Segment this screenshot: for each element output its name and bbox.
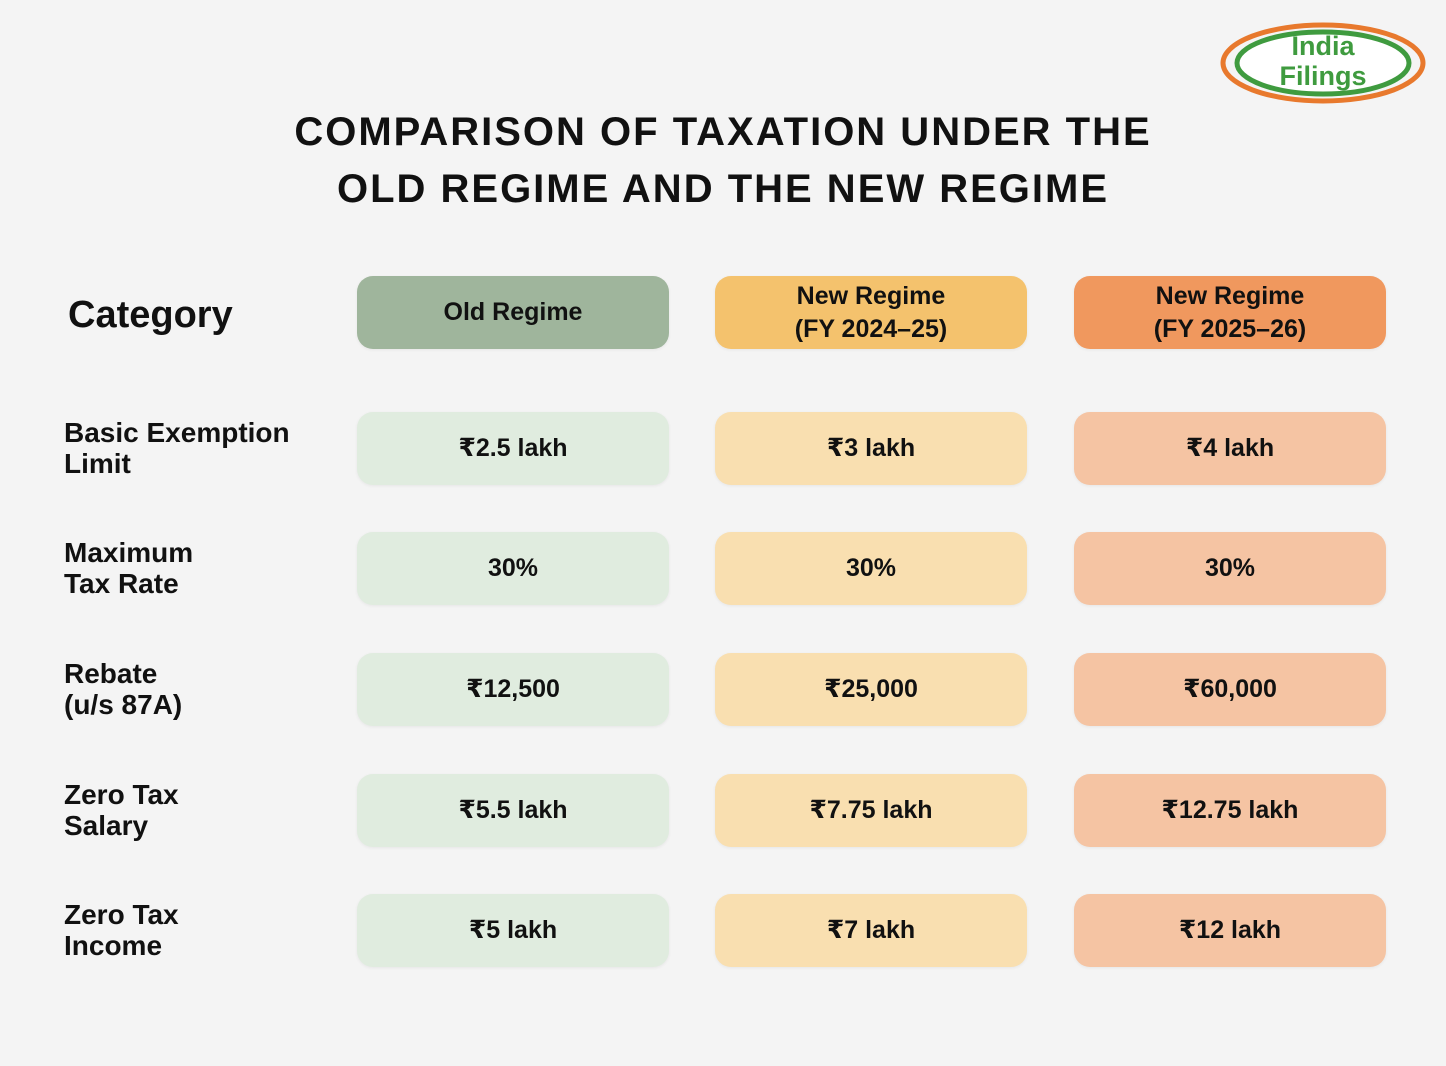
- text-line: Rebate: [64, 657, 158, 689]
- row-label: Zero Tax Income: [64, 890, 344, 970]
- column-header: New Regime (FY 2025–26): [1074, 276, 1386, 349]
- value-cell: ₹4 lakh: [1074, 412, 1386, 485]
- category-header: Category: [68, 276, 233, 354]
- title-line: COMPARISON OF TAXATION UNDER THE: [294, 110, 1152, 154]
- value-cell: ₹5.5 lakh: [357, 774, 669, 847]
- title-line: OLD REGIME AND THE NEW REGIME: [336, 167, 1110, 211]
- text-line: Category: [68, 293, 233, 336]
- text-line: Maximum: [64, 536, 194, 568]
- text-line: Old Regime: [443, 298, 583, 327]
- value-cell: ₹60,000: [1074, 653, 1386, 726]
- row-label: Rebate (u/s 87A): [64, 649, 344, 729]
- value-cell: ₹7.75 lakh: [715, 774, 1027, 847]
- value-cell: ₹12 lakh: [1074, 894, 1386, 967]
- logo-text: India: [1291, 31, 1355, 61]
- value-cell: ₹3 lakh: [715, 412, 1027, 485]
- value-cell: ₹25,000: [715, 653, 1027, 726]
- value-cell: 30%: [1074, 532, 1386, 605]
- text-line: New Regime: [1155, 282, 1305, 310]
- row-label: Zero Tax Salary: [64, 770, 344, 850]
- row-label: Basic Exemption Limit: [64, 408, 344, 488]
- value-cell: ₹5 lakh: [357, 894, 669, 967]
- text-line: Tax Rate: [64, 568, 179, 599]
- text-line: Zero Tax: [64, 778, 179, 810]
- text-line: Limit: [64, 448, 131, 479]
- text-line: (FY 2024–25): [794, 314, 948, 343]
- value-cell: ₹12.75 lakh: [1074, 774, 1386, 847]
- text-line: (u/s 87A): [64, 689, 183, 720]
- value-cell: ₹12,500: [357, 653, 669, 726]
- text-line: Zero Tax: [64, 898, 179, 930]
- text-line: New Regime: [796, 282, 946, 310]
- value-cell: ₹2.5 lakh: [357, 412, 669, 485]
- logo-text: Filings: [1280, 61, 1367, 91]
- logo: India Filings: [1220, 22, 1426, 104]
- text-line: Basic Exemption: [64, 416, 290, 448]
- text-line: (FY 2025–26): [1153, 314, 1307, 343]
- column-header: New Regime (FY 2024–25): [715, 276, 1027, 349]
- value-cell: 30%: [715, 532, 1027, 605]
- text-line: Income: [64, 930, 163, 961]
- row-label: Maximum Tax Rate: [64, 528, 344, 608]
- column-header: Old Regime: [357, 276, 669, 349]
- value-cell: 30%: [357, 532, 669, 605]
- text-line: Salary: [64, 810, 149, 841]
- value-cell: ₹7 lakh: [715, 894, 1027, 967]
